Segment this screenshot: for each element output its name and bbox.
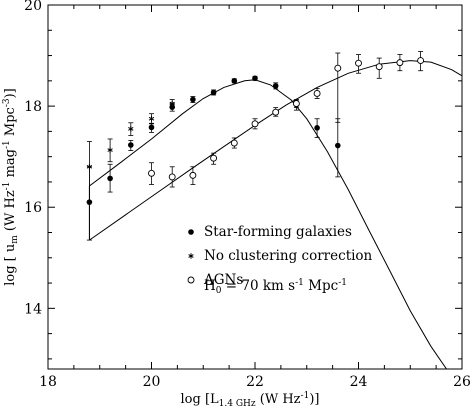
x-axis-title: log [L1.4 GHz (W Hz-1)] (181, 391, 320, 409)
asterisk-point-5-stroke-2 (169, 101, 175, 106)
x-axis-title-prefix: log [L (181, 392, 220, 407)
open-circle-point-12 (375, 63, 383, 71)
x-tick-label: 26 (453, 374, 471, 390)
open-circle-point-13 (396, 59, 404, 67)
open-circle-point-2 (168, 173, 176, 181)
fit-line-1 (88, 79, 447, 369)
annotation-prefix: H (204, 278, 216, 294)
open-circle-point-6 (251, 120, 259, 128)
x-axis-title-sup: -1 (301, 391, 310, 401)
fit-lines (88, 60, 462, 369)
x-tick-label: 22 (246, 374, 264, 390)
open-circle-point-5 (230, 139, 238, 147)
y-axis-title-mid2: mag (3, 149, 18, 182)
y-axis-title-prefix: log [ u (3, 244, 18, 286)
y-tick-label: 20 (24, 0, 42, 14)
open-circle-point-7 (272, 108, 280, 116)
x-tick-label: 18 (39, 374, 57, 390)
filled-circle-point-13 (335, 142, 341, 149)
asterisk-point-5 (169, 100, 175, 107)
data-points (86, 51, 425, 241)
legend-marker-2-stroke-2 (188, 254, 194, 258)
open-circle-point-14 (417, 57, 425, 65)
hubble-constant-annotation: H0 = 70 km s-1 Mpc-1 (204, 278, 347, 296)
open-circle-point-9 (313, 90, 321, 97)
annotation-mid2: Mpc (304, 278, 338, 294)
asterisk-point-2 (107, 147, 113, 153)
y-axis-title-sup1: -1 (2, 182, 12, 191)
y-axis-title-mid: (W Hz (3, 190, 18, 235)
open-circle-point-8 (292, 100, 300, 108)
x-axis-title-end: )] (309, 392, 319, 407)
filled-circle-point-9 (252, 75, 258, 82)
x-tick-label: 24 (350, 374, 368, 390)
y-tick-label: 18 (24, 99, 42, 115)
legend-marker-3 (187, 276, 195, 284)
legend-label-3: AGNs (203, 272, 243, 288)
asterisk-point-3 (128, 126, 134, 132)
x-tick-label: 20 (143, 374, 161, 390)
annotation-sup2: -1 (338, 278, 347, 288)
y-axis-title-end: )] (3, 88, 18, 98)
axis-ticks: 18 20 22 24 26 14 16 18 20 (24, 0, 471, 390)
y-axis-title-mid3: Mpc (3, 107, 18, 140)
open-circle-point-10 (334, 64, 342, 72)
open-circle-point-11 (355, 59, 362, 67)
legend-label-1: Star-forming galaxies (204, 224, 352, 240)
legend-marker-1 (188, 229, 194, 235)
asterisk-point-2-stroke-2 (107, 148, 113, 152)
legend-marker-2 (188, 253, 194, 259)
annotation-mid: = 70 km s (222, 278, 296, 294)
asterisk-point-4-stroke-2 (148, 116, 155, 121)
open-circle-point-3 (189, 171, 197, 179)
filled-circle-point-3 (128, 142, 134, 148)
fit-line-2 (89, 60, 462, 241)
x-axis-title-sub: 1.4 GHz (219, 399, 256, 409)
y-axis-title-sub: m (10, 235, 20, 244)
filled-circle-point-12 (314, 125, 320, 131)
y-axis-title-sup3: -3 (2, 98, 12, 107)
open-circle-point-1 (148, 169, 155, 177)
filled-circle-point-8 (231, 78, 238, 84)
x-axis-title-suffix: (W Hz (256, 392, 301, 407)
filled-circle-point-10 (272, 83, 279, 89)
asterisk-point-3-stroke-2 (128, 127, 134, 131)
open-circle-point-4 (210, 154, 218, 162)
filled-circle-point-4 (148, 124, 155, 131)
annotation-sub: 0 (216, 286, 222, 296)
y-tick-label: 14 (24, 301, 42, 317)
asterisk-point-1 (86, 163, 93, 170)
filled-circle-point-2 (107, 175, 113, 182)
annotation-sup1: -1 (295, 278, 304, 288)
asterisk-point-1-stroke-2 (86, 164, 93, 169)
legend: Star-forming galaxies No clustering corre… (187, 224, 373, 288)
legend-label-2: No clustering correction (204, 248, 373, 264)
filled-circle-point-7 (210, 89, 217, 96)
y-tick-label: 16 (24, 200, 42, 216)
y-axis-title: log [ um (W Hz-1 mag-1 Mpc-3)] (2, 88, 20, 286)
asterisk-point-4 (148, 115, 155, 122)
filled-circle-point-6 (190, 96, 196, 103)
y-axis-title-sup2: -1 (2, 140, 12, 149)
